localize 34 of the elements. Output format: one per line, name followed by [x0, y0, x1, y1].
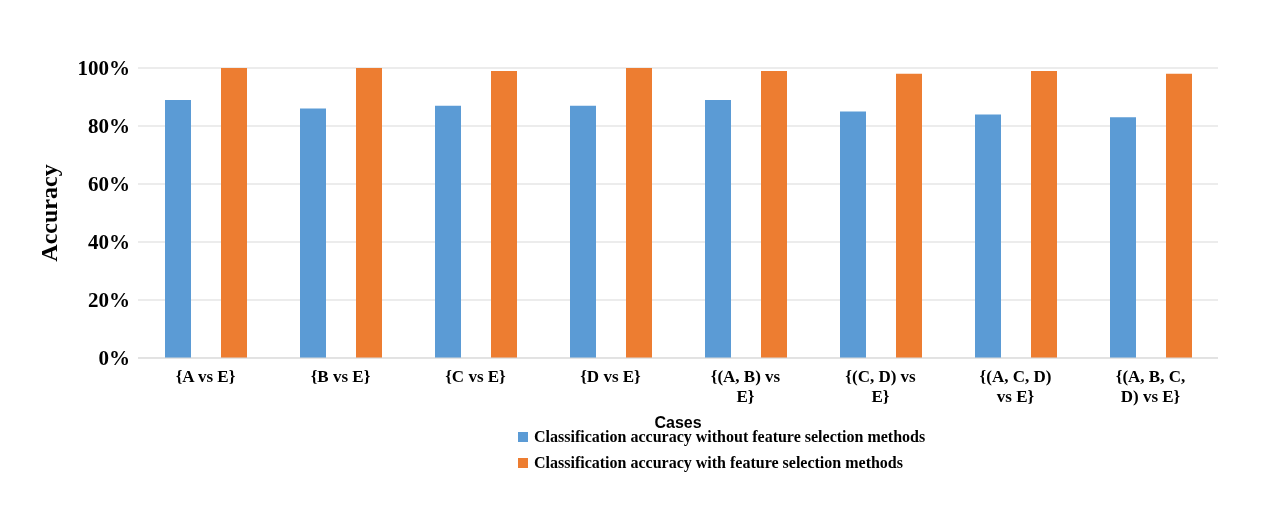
y-tick-label: 40%: [88, 230, 130, 255]
y-tick-label: 20%: [88, 288, 130, 313]
legend-label: Classification accuracy with feature selection methods: [534, 454, 903, 472]
bar: [1031, 70, 1057, 358]
y-tick-label: 100%: [77, 56, 130, 81]
bar: [840, 111, 866, 358]
bar: [491, 70, 517, 358]
bar: [300, 108, 326, 358]
bar: [435, 105, 461, 358]
bar: [165, 99, 191, 358]
x-tick-label: {(C, D) vs E}: [845, 367, 917, 406]
y-tick-label: 80%: [88, 114, 130, 139]
legend-label: Classification accuracy without feature selection methods: [534, 428, 926, 446]
y-tick-label: 60%: [88, 172, 130, 197]
bar: [1110, 117, 1136, 358]
y-axis-title: Accuracy: [35, 164, 62, 262]
x-tick-label: {(A, B) vs E}: [710, 367, 781, 406]
bar: [626, 68, 652, 358]
x-tick-label: {(A, C, D) vs E}: [979, 367, 1052, 406]
bar: [761, 70, 787, 358]
bar: [356, 68, 382, 358]
bar: [1166, 73, 1192, 358]
x-tick-label: {B vs E}: [310, 367, 371, 386]
bar: [221, 68, 247, 358]
x-axis-title: Cases: [654, 414, 702, 431]
bar: [705, 99, 731, 358]
y-tick-label: 0%: [98, 346, 130, 371]
x-tick-label: {(A, B, C, D) vs E}: [1115, 367, 1186, 406]
bar: [896, 73, 922, 358]
x-tick-label: {C vs E}: [445, 367, 507, 386]
x-tick-label: {A vs E}: [175, 367, 236, 386]
bar: [570, 105, 596, 358]
x-tick-label: {D vs E}: [580, 367, 642, 386]
bar: [975, 114, 1001, 358]
